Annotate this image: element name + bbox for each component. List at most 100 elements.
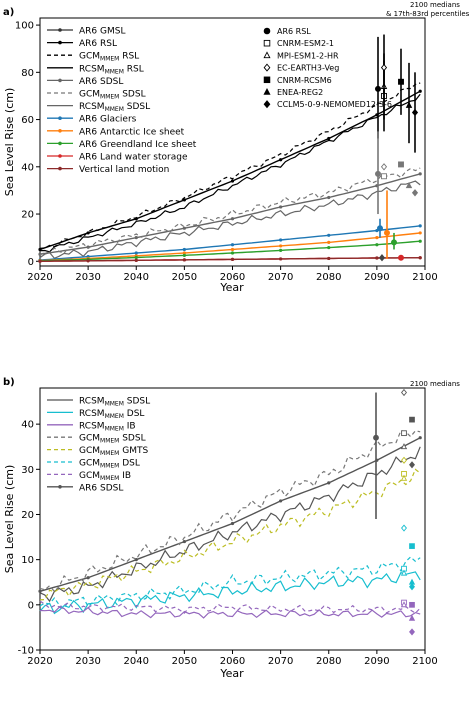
series-point-ar6-antarctic-ice-sheet (279, 244, 283, 248)
model-marker-ec-earth3-veg (263, 63, 271, 72)
legend-label-suffix: SDSL (124, 397, 150, 407)
legend-label-subscript: MMEM (105, 401, 124, 408)
median-marker-ib-enea-reg2 (408, 614, 416, 621)
legend-label-prefix: RCSM (79, 421, 105, 431)
series-line-rcsm-mmem-dsl (39, 571, 421, 615)
series-point-ar6-rsl (86, 231, 90, 235)
median-marker-sdsl-ec-earth3-veg (380, 163, 388, 171)
x-tick-label: 2080 (316, 272, 341, 283)
median-marker-sdsl-mpi-esm1-2-hr (400, 443, 408, 450)
legend-label-prefix: GCM (79, 434, 100, 444)
series-point-vertical-land-motion (418, 256, 422, 260)
series-point-ar6-sdsl (418, 172, 422, 176)
series-line-gcm-mmem-rsl (39, 82, 421, 249)
series-point-ar6-glaciers (279, 238, 283, 242)
panel-a-note-line1: 2100 medians (410, 1, 460, 9)
series-point-vertical-land-motion (327, 256, 331, 261)
series-point-ar6-greendland-ice-sheet (182, 253, 186, 257)
series-line-ar6-glaciers (39, 225, 421, 261)
series-line-gcm-mmem-gmts (39, 468, 421, 601)
legend-label-prefix: RCSM (79, 102, 105, 112)
legend-label-prefix: GCM (79, 459, 100, 469)
legend-label-prefix: RCSM (79, 409, 105, 419)
legend-label-subscript: MMEM (105, 68, 124, 75)
legend-label-ar6-rsl: AR6 RSL (79, 39, 117, 49)
series-line-ar6-greendland-ice-sheet (39, 240, 421, 262)
x-tick-label: 2050 (172, 272, 197, 283)
panel-a-note-line2-text: & 17th-83rd percentiles (386, 10, 470, 18)
legend-label-ar6-antarctic-ice-sheet: AR6 Antarctic Ice sheet (79, 127, 185, 137)
legend-label-gcm-mmem-dsl: GCMMMEM DSL (79, 459, 140, 470)
series-point-ar6-sdsl (182, 226, 186, 230)
series-point-ar6-sdsl (86, 576, 90, 580)
series-point-ar6-glaciers (182, 247, 186, 252)
legend-marker-vertical-land-motion (58, 166, 62, 171)
legend-marker-ar6-land-water-storage (58, 154, 62, 158)
legend-label-suffix: GMTS (119, 446, 148, 456)
series-line-rcsm-mmem-sdsl (39, 446, 421, 603)
legend-label-ar6-sdsl: AR6 SDSL (79, 77, 123, 87)
series-point-ar6-sdsl (327, 195, 331, 200)
model-label-mpi-esm1-2-hr: MPI-ESM1-2-HR (277, 51, 339, 60)
series-line-ar6-sdsl (39, 437, 421, 592)
legend-label-subscript: MMEM (100, 94, 119, 101)
panel-b-ticks: 2020 2030 2040 2050 2060 2070 2080 2090 2100-100… (18, 420, 438, 667)
legend-label-rcsm-mmem-sdsl: RCSMMMEM SDSL (79, 397, 150, 408)
legend-label-ar6-greendland-ice-sheet: AR6 Greendland Ice sheet (79, 140, 197, 150)
series-point-ar6-glaciers (134, 251, 138, 255)
legend-label-subscript: MMEM (105, 106, 124, 113)
model-marker-cclm5-0-9-nemomed12-3-6 (263, 100, 271, 109)
x-tick-label: 2080 (316, 656, 341, 667)
median-marker-sdsl-ec-earth3-veg (401, 388, 407, 397)
series-line-gcm-mmem-sdsl (39, 167, 421, 256)
x-tick-label: 2070 (268, 656, 293, 667)
series-point-vertical-land-motion (375, 256, 379, 260)
legend-label-suffix: SDSL (119, 434, 145, 444)
y-tick-label: 100 (15, 21, 34, 32)
panel-b-ylabel: Sea Level Rise (cm) (3, 465, 16, 574)
y-tick-label: 40 (21, 420, 34, 431)
legend-label-suffix: SDSL (124, 102, 150, 112)
legend-label-subscript: MMEM (100, 56, 119, 63)
legend-label-prefix: GCM (79, 52, 100, 62)
legend-label-suffix: IB (124, 421, 136, 431)
legend-marker-ar6-glaciers (58, 116, 62, 120)
series-point-ar6-sdsl (182, 539, 186, 544)
legend-label-rcsm-mmem-ib: RCSMMMEM IB (79, 421, 136, 432)
legend-label-gcm-mmem-rsl: GCMMMEM RSL (79, 52, 139, 63)
series-point-ar6-greendland-ice-sheet (327, 245, 331, 250)
series-point-ar6-greendland-ice-sheet (279, 248, 283, 253)
series-point-ar6-greendland-ice-sheet (418, 239, 422, 243)
median-marker-enea-reg2 (405, 101, 413, 108)
x-tick-label: 2100 (412, 656, 437, 667)
median-marker-gmts-ec-earth3-veg (401, 456, 407, 464)
median-marker-rcsm-mmem-sdsl (373, 434, 379, 441)
x-tick-label: 2050 (172, 656, 197, 667)
legend-label-suffix: IB (119, 471, 131, 481)
model-marker-cnrm-rcsm6 (263, 76, 271, 84)
legend-label-rcsm-mmem-dsl: RCSMMMEM DSL (79, 409, 144, 420)
median-marker-cnrm-rcsm6 (398, 78, 404, 85)
legend-label-rcsm-mmem-sdsl: RCSMMMEM SDSL (79, 102, 150, 113)
legend-label-ar6-gmsl: AR6 GMSL (79, 27, 125, 37)
y-tick-label: 80 (21, 68, 34, 79)
series-point-ar6-rsl (418, 89, 422, 93)
series-point-ar6-greendland-ice-sheet (375, 243, 379, 247)
series-point-vertical-land-motion (134, 258, 138, 262)
series-line-ar6-sdsl (39, 173, 421, 255)
median-marker-ar6-greendland-ice-sheet (391, 239, 397, 246)
series-line-gcm-mmem-sdsl (39, 429, 421, 593)
model-label-enea-reg2: ENEA-REG2 (277, 88, 323, 97)
y-tick-label: 20 (21, 510, 34, 521)
y-tick-label: 20 (21, 210, 34, 221)
median-marker-sdsl-cnrm-rcsm6 (409, 416, 415, 423)
series-point-ar6-sdsl (134, 236, 138, 240)
model-marker-cnrm-esm2-1 (263, 39, 271, 47)
series-point-ar6-sdsl (418, 436, 422, 440)
median-marker-ar6-land-water-storage (398, 254, 404, 261)
median-marker-sdsl-cclm5-0-9-nemomed12-3-6 (411, 189, 419, 197)
legend-label-suffix: RSL (119, 52, 139, 62)
legend-marker-ar6-gmsl (58, 28, 62, 32)
series-point-ar6-glaciers (230, 243, 235, 247)
